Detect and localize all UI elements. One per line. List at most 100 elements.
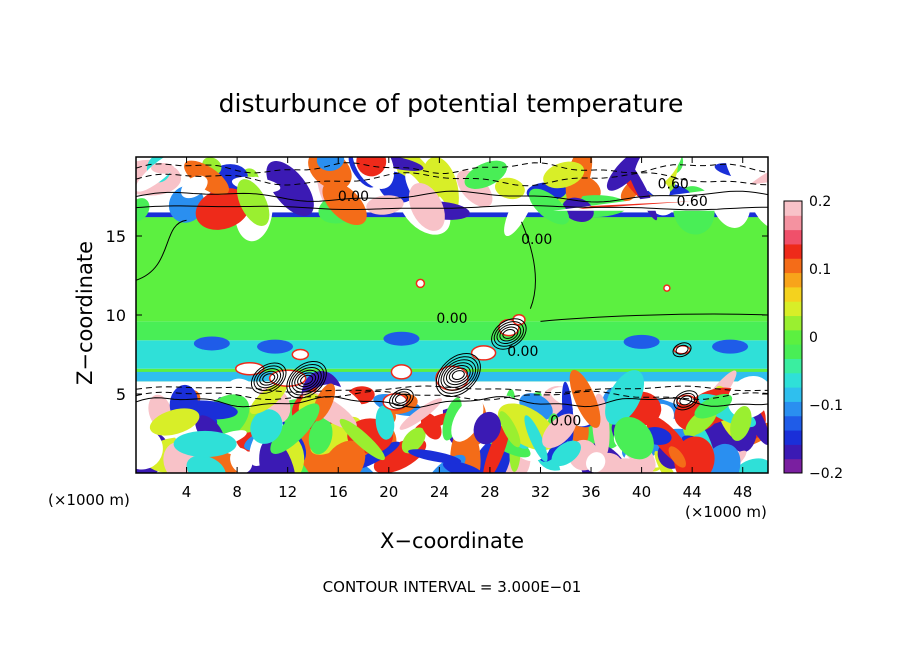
- colorbar-swatch: [784, 315, 802, 331]
- contour-line: [491, 318, 527, 350]
- contour-line: [502, 329, 516, 339]
- color-patch: [322, 181, 367, 226]
- contour-line: [675, 344, 689, 355]
- color-patch: [136, 198, 150, 222]
- color-patch: [734, 458, 768, 473]
- x-tick-label: 12: [278, 483, 297, 501]
- color-patch: [451, 397, 484, 442]
- contour-line: [136, 162, 768, 174]
- color-patch: [483, 420, 511, 473]
- colorbar-swatch: [784, 344, 802, 359]
- color-patch: [193, 336, 230, 351]
- x-axis-unit-label: (×1000 m): [685, 503, 767, 521]
- color-patch: [524, 415, 548, 462]
- x-tick-label: 24: [430, 483, 449, 501]
- color-patch: [151, 163, 175, 174]
- contour-label: 0.00: [521, 232, 552, 248]
- contour-interval-note: CONTOUR INTERVAL = 3.000E−01: [323, 578, 582, 596]
- contour-line: [256, 368, 282, 389]
- colorbar-swatch: [784, 201, 802, 216]
- colorbar-swatch: [784, 415, 802, 431]
- color-patch: [257, 339, 294, 354]
- contour-line: [136, 219, 536, 309]
- color-patch: [184, 160, 229, 195]
- color-patch: [230, 447, 253, 473]
- colorbar-swatch: [784, 286, 802, 302]
- x-tick-label: 44: [683, 483, 702, 501]
- colorbar-tick-label: 0.2: [809, 194, 831, 210]
- chart-title: disturbunce of potential temperature: [219, 89, 684, 118]
- contour-line: [443, 362, 474, 388]
- contour-line: [250, 362, 287, 394]
- contour-line: [676, 392, 696, 408]
- contour-line: [300, 374, 314, 385]
- color-patch: [308, 417, 333, 455]
- colorbar-swatch: [784, 358, 802, 374]
- contour-label: 0.60: [658, 177, 689, 193]
- x-tick-label: 16: [329, 483, 348, 501]
- color-patch: [236, 179, 270, 227]
- color-patch: [195, 188, 250, 230]
- contour-line: [291, 366, 322, 393]
- contour-line: [448, 367, 468, 383]
- contour-line: [435, 353, 481, 398]
- contour-line: [136, 385, 768, 394]
- contour-line: [136, 190, 768, 203]
- colorbar-swatch: [784, 430, 802, 445]
- colorbar-tick-label: 0: [809, 330, 818, 346]
- color-patch: [356, 157, 387, 177]
- x-axis-label: X−coordinate: [380, 529, 524, 553]
- color-patch: [499, 411, 521, 448]
- color-patch: [399, 398, 442, 430]
- colorbar-swatch: [784, 272, 802, 288]
- color-patch: [623, 334, 660, 349]
- colorbar-frame: [783, 200, 803, 474]
- color-patch: [727, 375, 768, 419]
- contour-label: 0.60: [677, 194, 708, 210]
- color-patch: [442, 460, 485, 473]
- contour-line: [672, 342, 692, 358]
- plot-area: 0.00 0.600.60 0.00 0.00 0.00 0.00: [136, 157, 768, 473]
- x-tick-label: 40: [632, 483, 651, 501]
- contour-line: [286, 360, 327, 399]
- color-patch: [730, 406, 752, 441]
- y-axis-unit-label: (×1000 m): [48, 491, 130, 509]
- contour-line: [297, 372, 317, 388]
- color-patch: [442, 397, 462, 441]
- color-patch: [613, 416, 654, 460]
- contour-line: [499, 326, 519, 342]
- contour-line: [493, 321, 525, 347]
- color-patch: [366, 195, 404, 215]
- contour-line: [262, 373, 276, 384]
- y-axis-ticks: 5 10 15: [106, 227, 768, 404]
- contour-line: [389, 388, 414, 409]
- color-patch: [553, 182, 768, 211]
- color-patch: [250, 409, 283, 444]
- color-patch: [420, 412, 442, 440]
- x-tick-label: 36: [581, 483, 600, 501]
- colorbar-swatch: [784, 243, 802, 259]
- colorbar-swatch: [784, 301, 802, 317]
- color-patch: [375, 405, 395, 440]
- contour-line: [540, 313, 768, 322]
- color-patch: [266, 160, 314, 217]
- colorbar-swatch: [784, 458, 802, 474]
- colorbar-swatch: [784, 229, 802, 245]
- contour-label: 0.00: [338, 189, 369, 205]
- x-tick-label: 48: [733, 483, 752, 501]
- color-patch: [542, 413, 577, 449]
- contour-lines: [136, 162, 768, 411]
- color-patch: [551, 440, 582, 467]
- color-patch: [494, 177, 525, 200]
- color-patch: [173, 430, 237, 458]
- color-patch: [408, 449, 462, 464]
- contour-line: [391, 391, 411, 407]
- contour-line: [394, 393, 408, 404]
- contour-line: [673, 390, 699, 411]
- color-patch: [578, 201, 693, 210]
- contour-line: [136, 390, 768, 401]
- color-patch: [415, 278, 426, 289]
- contour-line: [451, 370, 465, 380]
- colorbar: 0.2 0.1 0 −0.1 −0.2: [783, 194, 843, 482]
